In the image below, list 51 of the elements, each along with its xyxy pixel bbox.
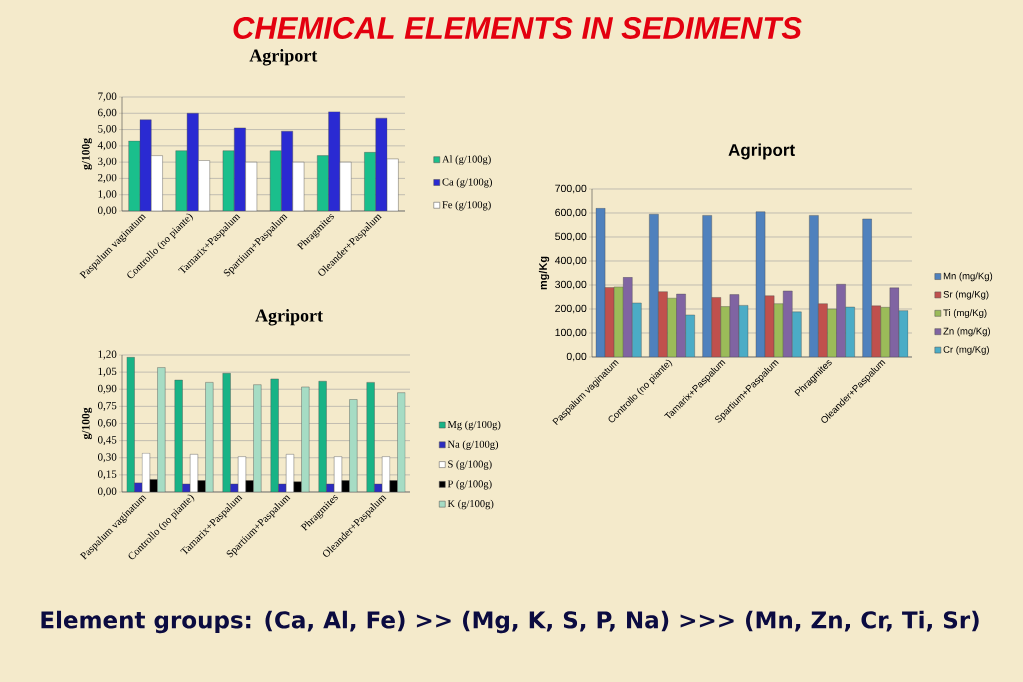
bar — [397, 392, 406, 492]
bar — [253, 384, 262, 492]
legend-label: Sr (mg/Kg) — [943, 290, 989, 300]
y-tick-label: 1,05 — [98, 367, 117, 377]
y-tick-label: 1,00 — [98, 190, 117, 200]
y-tick-label: 0,60 — [97, 418, 117, 428]
y-axis-title: mg/Kg — [538, 256, 550, 290]
legend-label: K (g/100g) — [447, 499, 494, 510]
y-tick-label: 5,00 — [98, 125, 117, 135]
y-tick-label: 0,00 — [566, 352, 587, 362]
y-tick-label: 2,00 — [98, 173, 117, 183]
text: CHEMICAL ELEMENTS IN SEDIMENTS — [233, 17, 802, 39]
text: Element groups: (Ca, Al, Fe) >> (Mg, K, S, P, Na) >>> (Mn, Zn, Cr, Ti, Sr) — [41, 610, 979, 634]
y-tick-label: 0,90 — [97, 384, 117, 394]
y-axis-title: g/100g — [81, 138, 93, 170]
legend-label: Ca (g/100g) — [442, 178, 492, 188]
legend-label: P (g/100g) — [447, 479, 492, 490]
bar — [205, 382, 214, 492]
chart-title: Agriport — [728, 143, 795, 160]
legend-label: S (g/100g) — [448, 460, 492, 470]
legend-label: Cr (mg/Kg) — [943, 345, 989, 355]
y-tick-label: 400,00 — [554, 256, 587, 266]
y-tick-label: 3,00 — [98, 157, 117, 167]
legend-label: Mn (mg/Kg) — [943, 272, 993, 282]
legend-label: Mg (g/100g) — [447, 420, 501, 431]
y-tick-label: 6,00 — [98, 108, 117, 118]
y-tick-label: 600,00 — [555, 208, 587, 218]
y-tick-label: 0,00 — [97, 487, 117, 497]
y-tick-label: 500,00 — [555, 232, 587, 242]
y-tick-label: 100,00 — [555, 328, 587, 338]
bar — [157, 367, 166, 492]
y-tick-label: 300,00 — [555, 280, 587, 290]
y-tick-label: 0,75 — [97, 401, 117, 411]
y-tick-label: 0,15 — [97, 470, 117, 480]
bar — [349, 399, 358, 492]
chart-title: Agriport — [249, 48, 318, 66]
y-axis-title: g/100g — [81, 407, 93, 440]
y-tick-label: 4,00 — [97, 141, 117, 151]
chart-title: Agriport — [255, 308, 323, 326]
y-tick-label: 200,00 — [555, 304, 587, 314]
y-tick-label: 7,00 — [98, 92, 117, 102]
y-tick-label: 1,20 — [98, 350, 117, 360]
y-tick-label: 700,00 — [555, 184, 587, 194]
y-tick-label: 0,30 — [97, 453, 117, 463]
legend-label: Al (g/100g) — [442, 155, 491, 165]
legend-label: Na (g/100g) — [447, 440, 499, 450]
legend-label: Zn (mg/Kg) — [943, 327, 991, 337]
y-tick-label: 0,45 — [97, 436, 117, 446]
legend-label: Fe (g/100g) — [442, 200, 491, 211]
legend-label: Ti (mg/Kg) — [943, 309, 987, 318]
y-tick-label: 0,00 — [97, 206, 117, 216]
